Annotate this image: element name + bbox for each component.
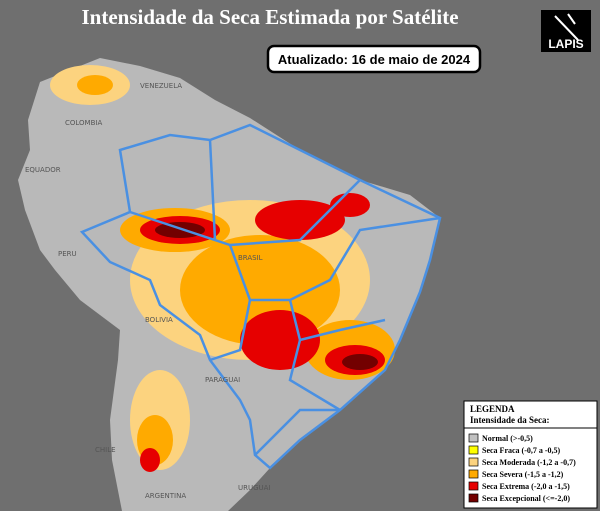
legend-box xyxy=(463,400,598,509)
map-label: BOLIVIA xyxy=(145,316,173,324)
title: Intensidade da Seca Estimada por Satélit… xyxy=(81,5,458,29)
legend-label: Seca Fraca (-0,7 a -0,5) xyxy=(482,446,561,455)
legend-swatch xyxy=(468,433,479,443)
map-label: VENEZUELA xyxy=(140,82,182,90)
date-box xyxy=(266,44,482,74)
map-label: EQUADOR xyxy=(25,166,61,174)
legend-label: Seca Severa (-1,5 a -1,2) xyxy=(482,470,564,479)
map-label: CHILE xyxy=(95,446,116,454)
legend-title: LEGENDA xyxy=(470,404,515,414)
legend-swatch xyxy=(468,469,479,479)
logo-icon xyxy=(554,13,579,41)
legend-label: Seca Extrema (-2,0 a -1,5) xyxy=(482,482,570,491)
map-label: PERU xyxy=(58,250,77,258)
legend-swatch xyxy=(468,481,479,491)
legend: LEGENDA Intensidade da Seca: Normal (>-0… xyxy=(463,400,598,509)
drought-areas xyxy=(50,65,395,472)
legend-swatch xyxy=(468,445,479,455)
map-label: ARGENTINA xyxy=(145,492,186,500)
legend-swatch xyxy=(468,457,479,467)
logo-text: LAPIS xyxy=(548,37,583,51)
legend-label: Seca Excepcional (<=-2,0) xyxy=(482,494,570,503)
logo-box xyxy=(541,10,591,52)
map-label: BRASIL xyxy=(238,254,263,262)
map-label: COLOMBIA xyxy=(65,119,102,127)
map-labels: VENEZUELA COLOMBIA EQUADOR PERU BRASIL B… xyxy=(25,82,271,500)
legend-label: Seca Moderada (-1,2 a -0,7) xyxy=(482,458,576,467)
map-label: URUGUAI xyxy=(238,484,271,492)
map-label: PARAGUAI xyxy=(205,376,240,384)
legend-label: Normal (>-0,5) xyxy=(482,434,533,443)
brazil-borders xyxy=(79,123,442,470)
update-date: Atualizado: 16 de maio de 2024 xyxy=(278,52,471,67)
legend-subtitle: Intensidade da Seca: xyxy=(470,415,550,425)
legend-swatch xyxy=(468,493,479,503)
